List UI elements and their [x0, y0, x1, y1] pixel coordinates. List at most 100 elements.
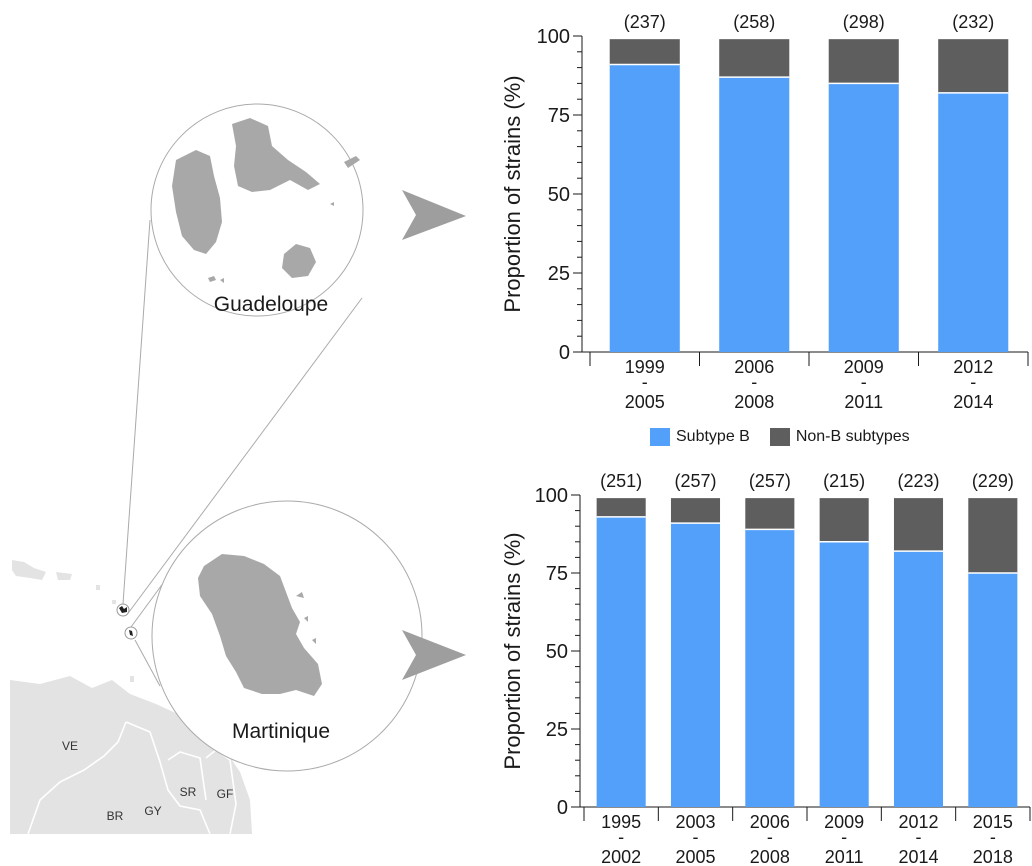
legend-item-non-b: Non-B subtypes — [769, 428, 910, 446]
y-tick-label: 0 — [559, 342, 570, 364]
bar-non-b — [596, 498, 646, 517]
martinique-label: Martinique — [232, 720, 330, 743]
count-label: (257) — [749, 471, 791, 491]
x-tick-label-end: 2014 — [953, 392, 993, 412]
legend: Subtype B Non-B subtypes — [650, 426, 910, 448]
count-label: (258) — [733, 12, 775, 32]
bar-subtype-b — [670, 523, 721, 807]
bar-subtype-b — [828, 83, 899, 353]
x-tick-label-start: 1999 — [625, 357, 665, 377]
label-br: BR — [107, 809, 124, 823]
x-tick-label-end: 2005 — [675, 847, 715, 866]
y-axis-label: Proportion of strains (%) — [500, 75, 525, 312]
martinique-islets — [296, 592, 316, 644]
y-tick-label: 100 — [537, 26, 570, 48]
guadeloupe-la-desirade — [344, 156, 360, 168]
legend-swatch-non-b — [769, 428, 790, 446]
label-sr: SR — [180, 785, 197, 799]
x-tick-label-end: 2014 — [898, 847, 938, 866]
x-tick-label-start: 2015 — [973, 812, 1013, 832]
x-tick-label-dash: - — [767, 827, 773, 847]
legend-item-subtype-b: Subtype B — [650, 428, 750, 446]
x-tick-label-dash: - — [841, 827, 847, 847]
x-tick-label-dash: - — [642, 372, 648, 392]
bar-subtype-b — [938, 92, 1009, 352]
x-tick-label-start: 2009 — [844, 357, 884, 377]
x-tick-label-dash: - — [861, 372, 867, 392]
label-gf: GF — [217, 787, 234, 801]
map-panel: VE BR GY SR GF Guadeloupe Martinique — [10, 103, 466, 835]
x-tick-label-start: 2003 — [675, 812, 715, 832]
bar-non-b — [828, 39, 899, 84]
bar-non-b — [719, 39, 790, 78]
guadeloupe-marker — [116, 603, 130, 617]
y-tick-label: 25 — [548, 263, 570, 285]
count-label: (229) — [972, 471, 1014, 491]
bar-subtype-b — [596, 516, 646, 807]
x-tick-label-end: 2018 — [973, 847, 1013, 866]
count-label: (215) — [823, 471, 865, 491]
x-tick-label-end: 2011 — [844, 392, 883, 412]
x-tick-label-start: 2006 — [734, 357, 774, 377]
y-axis-label: Proportion of strains (%) — [500, 532, 525, 769]
x-tick-label-end: 2011 — [825, 847, 864, 866]
arrow-guadeloupe — [402, 190, 466, 240]
count-label: (232) — [952, 12, 994, 32]
chart-guadeloupe: Proportion of strains (%) 0 25 50 75 100 (237)… — [500, 12, 1029, 412]
x-tick-label-start: 2006 — [750, 812, 790, 832]
x-tick-label-start: 2012 — [953, 357, 993, 377]
bar-subtype-b — [893, 551, 944, 807]
country-borders — [27, 721, 237, 835]
bar-subtype-b — [719, 77, 790, 352]
bar-subtype-b — [745, 529, 795, 807]
inset-connectors — [122, 219, 363, 687]
bar-non-b — [819, 498, 869, 542]
martinique-marker — [124, 626, 138, 640]
bar-non-b — [893, 498, 944, 552]
bar-subtype-b — [819, 541, 869, 807]
y-tick-label: 50 — [546, 641, 568, 663]
legend-label-subtype-b: Subtype B — [676, 428, 750, 445]
bar-non-b — [938, 39, 1009, 93]
x-tick-label-end: 2008 — [750, 847, 790, 866]
x-tick-label-end: 2002 — [601, 847, 641, 866]
guadeloupe-basse-terre — [172, 150, 222, 254]
x-tick-label-start: 2012 — [898, 812, 938, 832]
x-tick-label-dash: - — [990, 827, 996, 847]
guadeloupe-inset: Guadeloupe — [150, 103, 364, 317]
guadeloupe-grande-terre — [232, 118, 320, 192]
x-tick-label-start: 2009 — [824, 812, 864, 832]
arrow-martinique — [402, 630, 466, 680]
bar-non-b — [745, 498, 795, 530]
x-tick-label-end: 2008 — [734, 392, 774, 412]
x-tick-label-dash: - — [693, 827, 699, 847]
count-label: (237) — [624, 12, 666, 32]
x-tick-label-start: 1995 — [601, 812, 641, 832]
legend-swatch-subtype-b — [650, 428, 670, 446]
y-tick-label: 0 — [557, 797, 568, 819]
count-label: (223) — [897, 471, 939, 491]
label-ve: VE — [62, 739, 78, 753]
y-tick-label: 75 — [548, 105, 570, 127]
count-label: (251) — [600, 471, 642, 491]
x-tick-label-dash: - — [618, 827, 624, 847]
y-tick-label: 75 — [546, 563, 568, 585]
chart-martinique: Proportion of strains (%) 0 25 50 75 100 (251)… — [500, 471, 1031, 866]
bar-subtype-b — [968, 573, 1018, 807]
guadeloupe-label: Guadeloupe — [214, 293, 328, 316]
x-tick-label-end: 2005 — [625, 392, 665, 412]
caribbean-islands-land — [12, 560, 72, 580]
guadeloupe-marie-galante — [282, 244, 316, 278]
x-tick-label-dash: - — [916, 827, 922, 847]
y-tick-label: 100 — [535, 485, 568, 507]
y-tick-label: 25 — [546, 719, 568, 741]
bar-non-b — [968, 498, 1018, 573]
count-label: (298) — [843, 12, 885, 32]
legend-label-non-b: Non-B subtypes — [795, 428, 910, 445]
martinique-island — [198, 554, 322, 696]
martinique-inset: Martinique — [151, 500, 423, 772]
bar-non-b — [670, 498, 721, 524]
y-tick-label: 50 — [548, 184, 570, 206]
guadeloupe-petite-terre — [330, 202, 334, 206]
x-tick-label-dash: - — [970, 372, 976, 392]
